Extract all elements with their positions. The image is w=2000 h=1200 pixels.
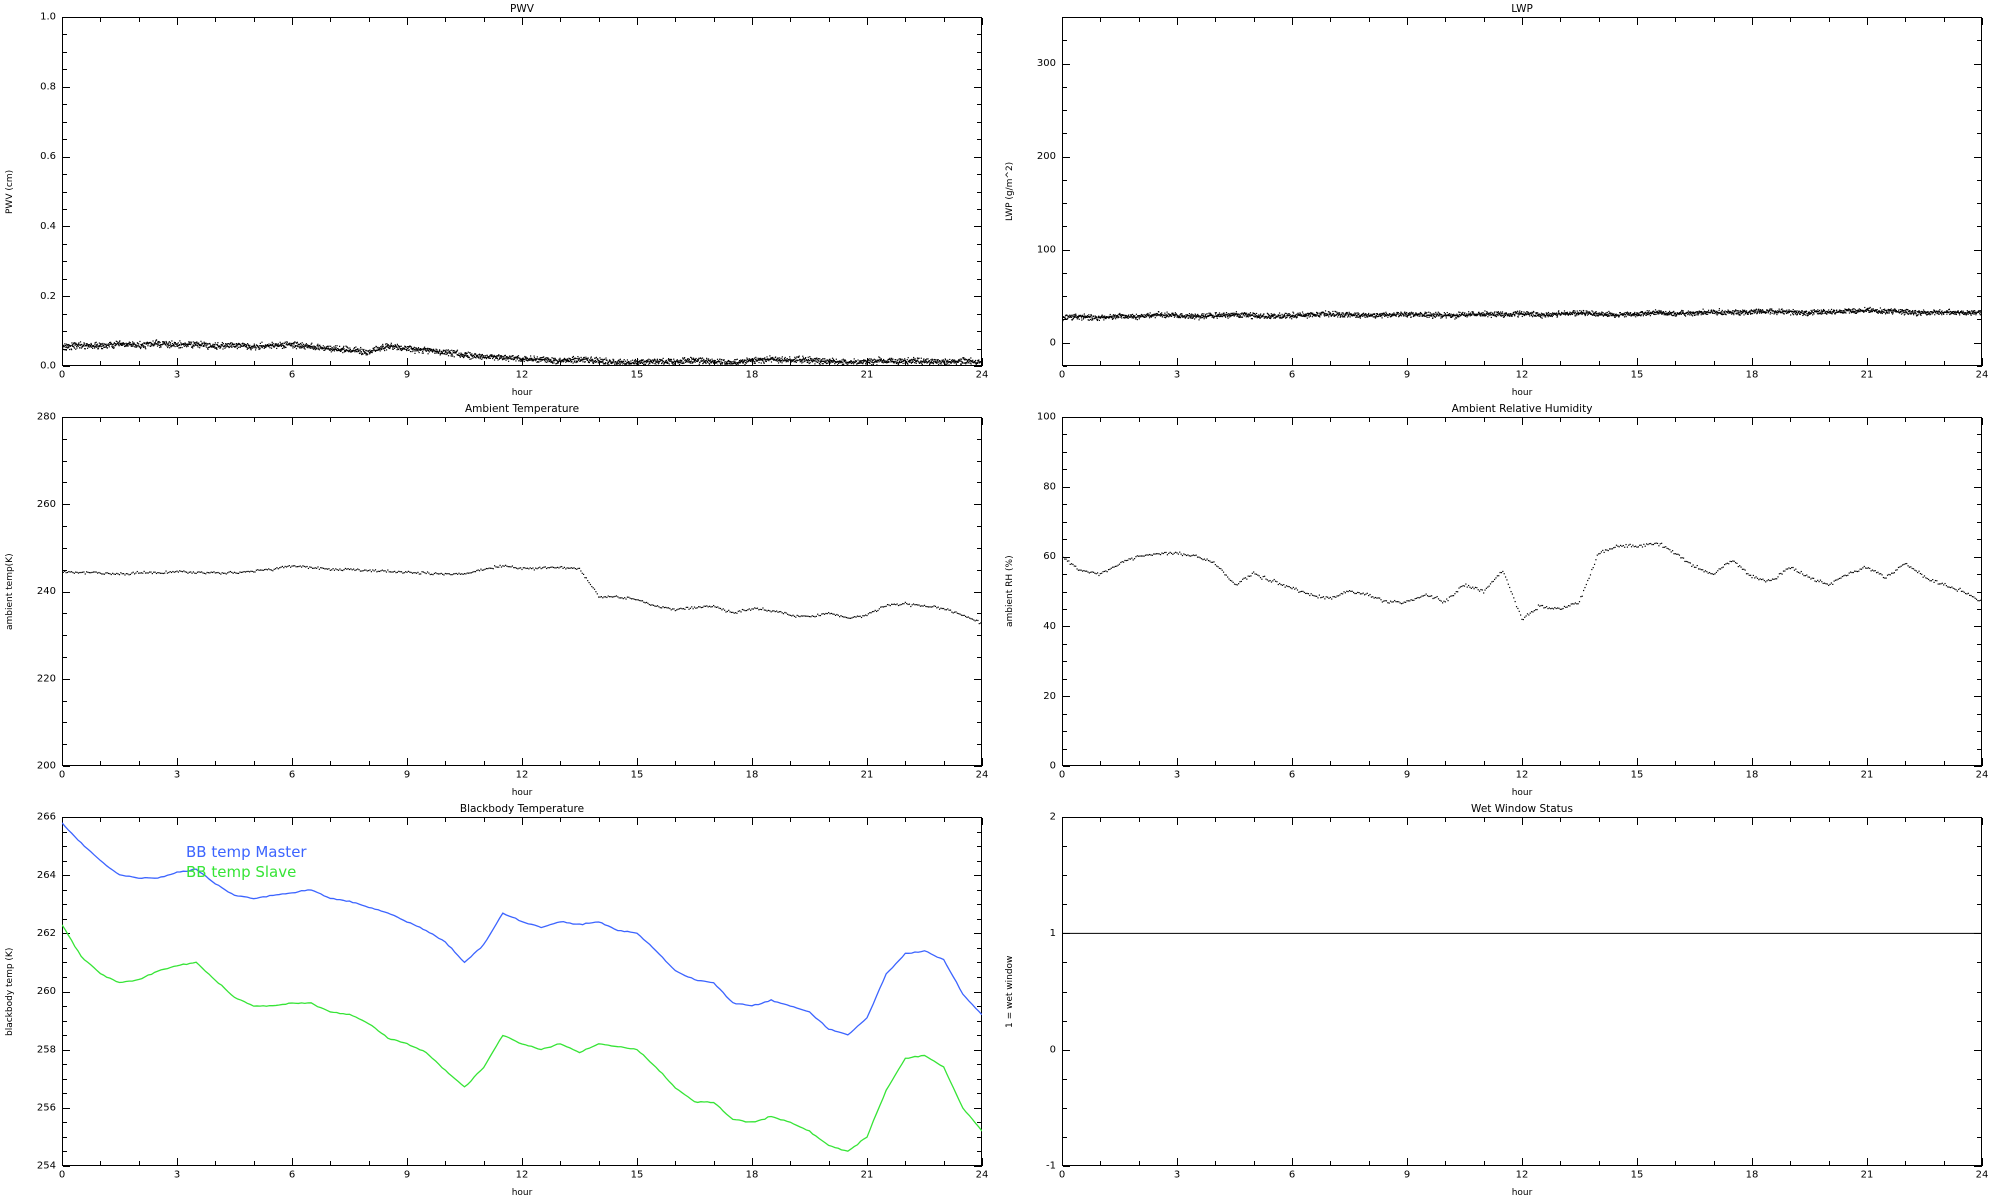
ambient-temperature-title: Ambient Temperature xyxy=(464,403,580,415)
panel-ambient-temperature: Ambient Temperature ambient temp(K) hour xyxy=(0,400,1000,800)
pwv-plot-canvas xyxy=(0,0,1000,400)
legend-entry-bb-temp-master: BB temp Master xyxy=(186,843,307,861)
lwp-y-axis-label: LWP (g/m^2) xyxy=(1005,161,1015,222)
pwv-title: PWV xyxy=(510,3,534,15)
pwv-y-axis-label: PWV (cm) xyxy=(5,169,15,214)
bb-temp-legend: BB temp Master BB temp Slave xyxy=(186,842,307,882)
ambient-temperature-x-axis-label: hour xyxy=(511,788,533,798)
blackbody-temperature-y-axis-label: blackbody temp (K) xyxy=(5,947,15,1036)
lwp-title: LWP xyxy=(1511,3,1533,15)
blackbody-temperature-x-axis-label: hour xyxy=(511,1188,533,1198)
wet-window-status-y-axis-label: 1 = wet window xyxy=(1005,955,1015,1028)
panel-wet-window-status: Wet Window Status 1 = wet window hour xyxy=(1000,800,2000,1200)
wet-window-status-title: Wet Window Status xyxy=(1471,803,1573,815)
legend-entry-bb-temp-slave: BB temp Slave xyxy=(186,863,297,881)
blackbody-temperature-plot-canvas xyxy=(0,800,1000,1200)
ambient-relative-humidity-x-axis-label: hour xyxy=(1511,788,1533,798)
ambient-temperature-y-axis-label: ambient temp(K) xyxy=(5,553,15,630)
wet-window-status-x-axis-label: hour xyxy=(1511,1188,1533,1198)
ambient-relative-humidity-title: Ambient Relative Humidity xyxy=(1451,403,1593,415)
blackbody-temperature-title: Blackbody Temperature xyxy=(459,803,585,815)
wet-window-status-plot-canvas xyxy=(1000,800,2000,1200)
lwp-x-axis-label: hour xyxy=(1511,388,1533,398)
panel-ambient-relative-humidity: Ambient Relative Humidity ambient RH (%)… xyxy=(1000,400,2000,800)
panel-lwp: LWP LWP (g/m^2) hour xyxy=(1000,0,2000,400)
lwp-plot-canvas xyxy=(1000,0,2000,400)
panel-pwv: PWV PWV (cm) hour xyxy=(0,0,1000,400)
ambient-relative-humidity-y-axis-label: ambient RH (%) xyxy=(1005,555,1015,628)
panel-blackbody-temperature: Blackbody Temperature blackbody temp (K)… xyxy=(0,800,1000,1200)
ambient-temperature-plot-canvas xyxy=(0,400,1000,800)
pwv-x-axis-label: hour xyxy=(511,388,533,398)
ambient-relative-humidity-plot-canvas xyxy=(1000,400,2000,800)
